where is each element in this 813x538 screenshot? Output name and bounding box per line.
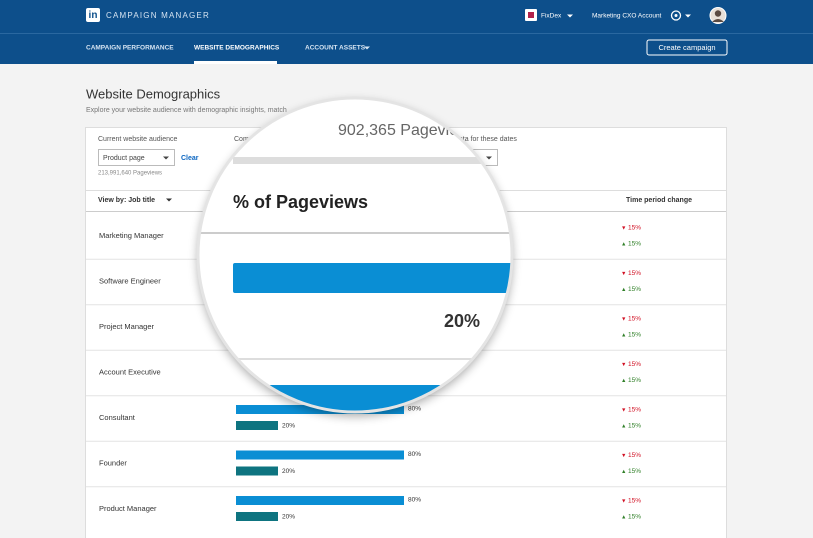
previous-bar — [236, 421, 278, 430]
change-up: 15% — [628, 377, 641, 384]
clear-link[interactable]: Clear — [181, 155, 199, 162]
previous-label: 20% — [282, 514, 295, 521]
audience-count: 213,991,640 Pageviews — [98, 171, 162, 177]
down-arrow: ▼ — [621, 271, 626, 277]
change-up: 15% — [628, 423, 641, 430]
change-up: 15% — [628, 468, 641, 475]
up-arrow: ▲ — [621, 332, 626, 338]
avatar-body — [712, 19, 724, 22]
down-arrow: ▼ — [621, 453, 626, 459]
change-down: 15% — [628, 316, 641, 323]
page-subtitle: Explore your website audience with demog… — [86, 107, 287, 114]
change-up: 15% — [628, 286, 641, 293]
top-nav — [0, 0, 813, 64]
current-label: 80% — [408, 451, 421, 458]
change-up: 15% — [628, 332, 641, 339]
change-down: 15% — [628, 270, 641, 277]
job-title: Founder — [99, 458, 127, 467]
caret — [163, 156, 169, 160]
caret — [364, 46, 370, 50]
column-header: Time period change — [626, 197, 692, 204]
avatar-head — [714, 10, 722, 17]
page-title: Website Demographics — [86, 86, 221, 101]
up-arrow: ▲ — [621, 378, 626, 384]
nav-tab[interactable]: CAMPAIGN PERFORMANCE — [86, 45, 174, 52]
logo-box[interactable] — [86, 8, 100, 22]
down-arrow: ▼ — [621, 225, 626, 231]
audience-select[interactable] — [98, 149, 175, 166]
create-campaign-button[interactable] — [646, 39, 728, 56]
up-arrow: ▲ — [621, 469, 626, 475]
account-switcher[interactable]: FixDex — [541, 13, 562, 20]
change-down: 15% — [628, 361, 641, 368]
change-up: 15% — [628, 241, 641, 248]
job-title: Consultant — [99, 413, 136, 422]
create-campaign-label[interactable]: Create campaign — [658, 43, 715, 52]
previous-label: 20% — [282, 468, 295, 475]
up-arrow: ▲ — [621, 514, 626, 520]
caret — [486, 156, 492, 160]
job-title: Marketing Manager — [99, 231, 164, 240]
change-down: 15% — [628, 498, 641, 505]
settings-icon-center — [674, 14, 678, 17]
audience-select-value[interactable]: Product page — [103, 155, 145, 162]
magnified-select — [233, 157, 512, 164]
account-name[interactable]: Marketing CXO Account — [592, 13, 662, 20]
job-title: Software Engineer — [99, 276, 161, 285]
active-tab-underline — [194, 61, 277, 64]
job-title: Account Executive — [99, 367, 161, 376]
previous-bar — [236, 512, 278, 521]
up-arrow: ▲ — [621, 423, 626, 429]
up-arrow: ▲ — [621, 241, 626, 247]
down-arrow: ▼ — [621, 362, 626, 368]
magnified-bar-label: 20% — [444, 311, 480, 331]
up-arrow: ▲ — [621, 287, 626, 293]
previous-bar — [236, 466, 278, 476]
magnified-bar-decoration — [233, 263, 512, 293]
brand: CAMPAIGN MANAGER — [106, 11, 210, 20]
change-up: 15% — [628, 514, 641, 521]
caret — [567, 14, 573, 18]
previous-label: 20% — [282, 423, 295, 430]
current-label: 80% — [408, 406, 421, 413]
account-icon-inner — [528, 12, 534, 18]
dates-label: data for these dates — [455, 136, 517, 143]
nav-divider — [0, 33, 813, 34]
nav-tab[interactable]: ACCOUNT ASSETS — [305, 45, 366, 52]
change-down: 15% — [628, 452, 641, 459]
down-arrow: ▼ — [621, 316, 626, 322]
down-arrow: ▼ — [621, 498, 626, 504]
job-title: Project Manager — [99, 322, 155, 331]
change-down: 15% — [628, 225, 641, 232]
down-arrow: ▼ — [621, 407, 626, 413]
logo[interactable]: in — [89, 10, 98, 21]
magnified-column-header: % of Pageviews — [233, 192, 368, 212]
settings-icon[interactable] — [670, 10, 682, 21]
current-bar — [236, 496, 404, 505]
current-bar — [236, 450, 404, 460]
current-label: 80% — [408, 497, 421, 504]
magnifier-rim — [196, 96, 514, 414]
caret — [166, 198, 172, 202]
view-by[interactable]: View by: Job title — [98, 197, 155, 204]
job-title: Product Manager — [99, 504, 157, 513]
change-down: 15% — [628, 407, 641, 414]
caret — [685, 14, 691, 18]
filter-label: Current website audience — [98, 136, 177, 143]
nav-tab-active[interactable]: WEBSITE DEMOGRAPHICS — [194, 45, 280, 52]
compare-label: Compa — [234, 136, 257, 143]
